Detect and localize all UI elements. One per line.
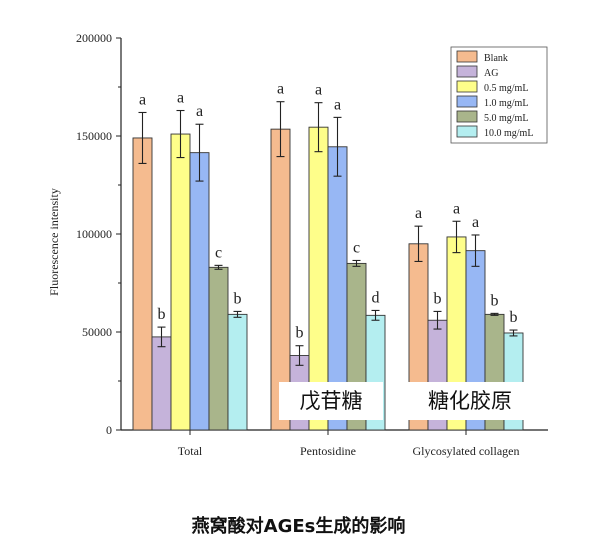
bar [132, 137, 153, 431]
significance-letter: b [491, 292, 499, 309]
legend-label: 5.0 mg/mL [484, 113, 528, 124]
legend-swatch [456, 65, 478, 78]
bar [151, 336, 172, 431]
legend-swatch [456, 80, 478, 93]
bar [170, 133, 191, 431]
legend-label: 10.0 mg/mL [484, 128, 533, 139]
legend-swatch [456, 110, 478, 123]
legend-swatch [456, 125, 478, 138]
significance-letter: a [139, 91, 146, 108]
legend-swatch [456, 50, 478, 63]
overlay-label-pentosidine: 戊苷糖 [279, 382, 383, 420]
legend-label: 0.5 mg/mL [484, 83, 528, 94]
figure-caption: 燕窝酸对AGEs生成的影响 [191, 516, 406, 537]
legend-label: Blank [484, 53, 508, 64]
y-tick-label: 50000 [82, 325, 112, 339]
significance-letter: a [453, 200, 460, 217]
significance-letter: b [510, 309, 518, 326]
significance-letter: d [372, 289, 380, 306]
significance-letter: a [277, 81, 284, 98]
legend-swatch [456, 95, 478, 108]
bar [208, 266, 229, 431]
x-category-label: Pentosidine [300, 444, 356, 458]
bar [189, 152, 210, 431]
significance-letter: a [415, 205, 422, 222]
significance-letter: b [296, 325, 304, 342]
bar [227, 313, 248, 431]
significance-letter: a [315, 82, 322, 99]
significance-letter: a [334, 96, 341, 113]
y-tick-label: 150000 [76, 129, 112, 143]
significance-letter: b [434, 290, 442, 307]
x-category-label: Total [178, 444, 203, 458]
significance-letter: b [234, 290, 242, 307]
overlay-label-glycosylated-collagen: 糖化胶原 [397, 382, 543, 420]
significance-letter: b [158, 306, 166, 323]
significance-letter: c [353, 239, 360, 256]
legend-label: AG [484, 68, 498, 79]
x-category-label: Glycosylated collagen [413, 444, 520, 458]
legend-label: 1.0 mg/mL [484, 98, 528, 109]
y-tick-label: 0 [106, 423, 112, 437]
y-tick-label: 100000 [76, 227, 112, 241]
significance-letter: c [215, 244, 222, 261]
significance-letter: a [472, 214, 479, 231]
significance-letter: a [177, 90, 184, 107]
y-tick-label: 200000 [76, 31, 112, 45]
y-axis-label: Fluorescence intensity [47, 188, 61, 296]
significance-letter: a [196, 103, 203, 120]
